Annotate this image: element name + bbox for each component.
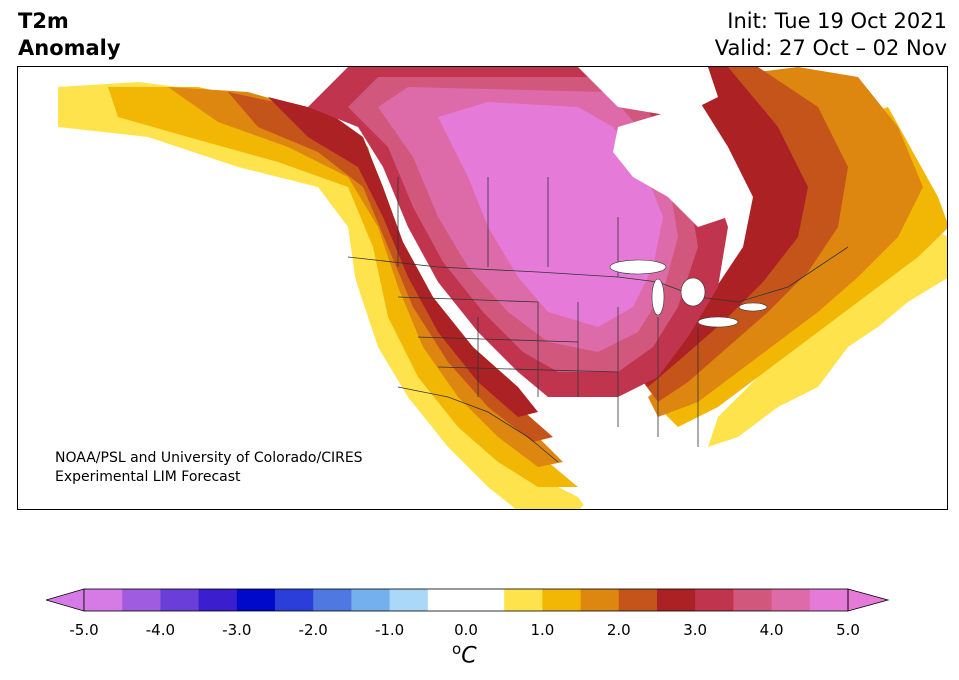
lake-ontario xyxy=(738,302,768,312)
border-line xyxy=(397,177,619,277)
colorbar-segment xyxy=(389,589,429,611)
great-lakes xyxy=(609,259,768,328)
colorbar-border xyxy=(83,588,849,612)
band-darkorange xyxy=(228,92,553,442)
unit-base: C xyxy=(461,643,477,669)
colorbar-tick-label: -5.0 xyxy=(69,621,99,639)
colorbar-segment xyxy=(504,589,543,611)
title-line-2: Anomaly xyxy=(18,36,121,60)
us-mexico-border xyxy=(397,386,559,463)
colorbar-segment xyxy=(198,589,238,611)
colorbar-tick-label: 1.0 xyxy=(530,621,555,639)
colorbar-tick-label: -3.0 xyxy=(222,621,252,639)
colorbar-extend-low xyxy=(46,588,85,612)
colorbar-segment xyxy=(618,589,658,611)
map-title: T2m Anomaly xyxy=(18,8,121,62)
colorbar-segment xyxy=(695,589,734,611)
colorbar-segment xyxy=(313,589,352,611)
title-line-1: T2m xyxy=(18,9,69,33)
border-line xyxy=(397,296,699,447)
colorbar-extend-high xyxy=(847,588,890,612)
colorbar-tick-label: -2.0 xyxy=(298,621,328,639)
credit-line-2: Experimental LIM Forecast xyxy=(55,469,241,485)
colorbar-segment xyxy=(122,589,161,611)
colorbar-tick-label: 4.0 xyxy=(759,621,784,639)
anomaly-fill xyxy=(58,67,947,509)
colorbar-tick-label: -4.0 xyxy=(145,621,176,639)
colorbar-segment xyxy=(771,589,811,611)
credit-text: NOAA/PSL and University of Colorado/CIRE… xyxy=(55,449,363,487)
colorbar-segment xyxy=(160,589,200,611)
canada-us-border xyxy=(347,246,849,303)
borders xyxy=(347,177,849,463)
credit-line-1: NOAA/PSL and University of Colorado/CIRE… xyxy=(55,450,363,466)
anomaly-map xyxy=(17,66,948,510)
colorbar-segment xyxy=(809,589,849,611)
colorbar-segment xyxy=(466,589,505,611)
colorbar-tick-label: 0.0 xyxy=(454,621,478,639)
valid-period: Valid: 27 Oct – 02 Nov xyxy=(714,36,947,60)
band-orange-east xyxy=(648,67,923,417)
colorbar-unit: oC xyxy=(452,640,477,668)
colorbar-segment xyxy=(236,589,276,611)
colorbar-tick-label: 3.0 xyxy=(683,621,708,639)
lake-huron xyxy=(680,277,706,307)
band-magenta xyxy=(438,102,663,327)
pacific-ocean xyxy=(18,147,516,509)
lake-superior xyxy=(609,259,667,275)
colorbar-segment xyxy=(657,589,696,611)
hudson-bay xyxy=(613,112,738,227)
lake-erie xyxy=(697,316,739,328)
colorbar-segment xyxy=(542,589,582,611)
colorbar-segment xyxy=(84,589,123,611)
band-darkorange-east xyxy=(643,67,848,402)
colorbar-segment xyxy=(733,589,773,611)
forecast-dates: Init: Tue 19 Oct 2021 Valid: 27 Oct – 02… xyxy=(715,8,947,62)
band-red-east xyxy=(633,67,808,387)
lake-michigan xyxy=(651,278,665,316)
colorbar xyxy=(46,588,890,612)
colorbar-tick-label: 2.0 xyxy=(606,621,631,639)
band-red xyxy=(268,97,538,417)
colorbar-segment xyxy=(275,589,314,611)
colorbar-tick-label: -1.0 xyxy=(374,621,405,639)
colorbar-segment xyxy=(351,589,391,611)
unit-superscript: o xyxy=(452,640,462,658)
colorbar-tick-label: 5.0 xyxy=(836,621,860,639)
colorbar-segment xyxy=(580,589,620,611)
gulf-of-mexico xyxy=(579,437,815,509)
greenland xyxy=(578,67,718,117)
map-canvas xyxy=(18,67,947,509)
init-date: Init: Tue 19 Oct 2021 xyxy=(727,9,947,33)
colorbar-segment xyxy=(427,589,467,611)
